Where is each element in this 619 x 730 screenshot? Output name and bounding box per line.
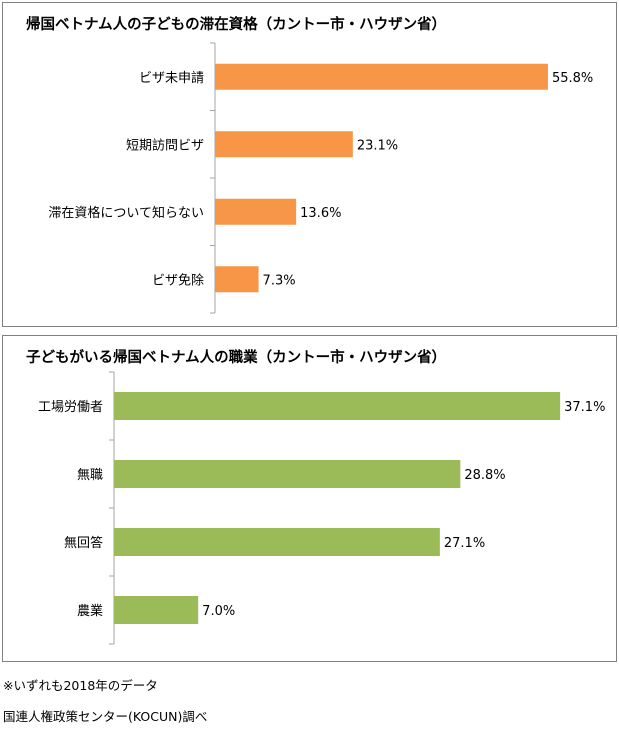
bar [114, 392, 561, 420]
chart-panel-occupation: 子どもがいる帰国ベトナム人の職業（カントー市・ハウザン省） 工場労働者 37.1%… [2, 335, 617, 662]
bar [114, 528, 440, 556]
category-label: 滞在資格について知らない [48, 205, 204, 221]
bar-chart-occupation: 工場労働者 37.1% 無職 28.8% 無回答 27.1% 農業 7.0% [38, 371, 605, 645]
chart-title: 子どもがいる帰国ベトナム人の職業（カントー市・ハウザン省） [26, 350, 447, 366]
data-label: 13.6% [300, 206, 341, 221]
bar [114, 596, 199, 624]
category-label: 無回答 [64, 535, 103, 551]
data-label: 7.3% [263, 273, 296, 288]
data-label: 37.1% [564, 400, 605, 415]
bar [114, 460, 461, 488]
category-label: 工場労働者 [38, 400, 103, 415]
chart-title: 帰国ベトナム人の子どもの滞在資格（カントー市・ハウザン省） [26, 17, 447, 33]
bar-chart-residence-status: ビザ未申請 55.8% 短期訪問ビザ 23.1% 滞在資格について知らない 13.6% ビザ… [48, 42, 593, 314]
source-credit: 国連人権政策センター(KOCUN)調べ [3, 709, 208, 724]
category-label: 農業 [77, 603, 103, 619]
bar [215, 131, 353, 158]
data-label: 55.8% [552, 71, 593, 86]
category-label: ビザ未申請 [139, 71, 204, 86]
category-label: 無職 [77, 468, 103, 483]
data-year-note: ※いずれも2018年のデータ [3, 678, 158, 693]
category-label: ビザ免除 [152, 273, 204, 288]
data-label: 7.0% [202, 604, 235, 619]
category-label: 短期訪問ビザ [126, 137, 204, 153]
data-label: 23.1% [357, 138, 398, 153]
data-label: 28.8% [464, 468, 505, 483]
bar [215, 63, 548, 90]
bar [215, 198, 297, 225]
chart-panel-residence-status: 帰国ベトナム人の子どもの滞在資格（カントー市・ハウザン省） ビザ未申請 55.8%… [2, 2, 617, 327]
bar [215, 266, 259, 293]
data-label: 27.1% [444, 536, 485, 551]
